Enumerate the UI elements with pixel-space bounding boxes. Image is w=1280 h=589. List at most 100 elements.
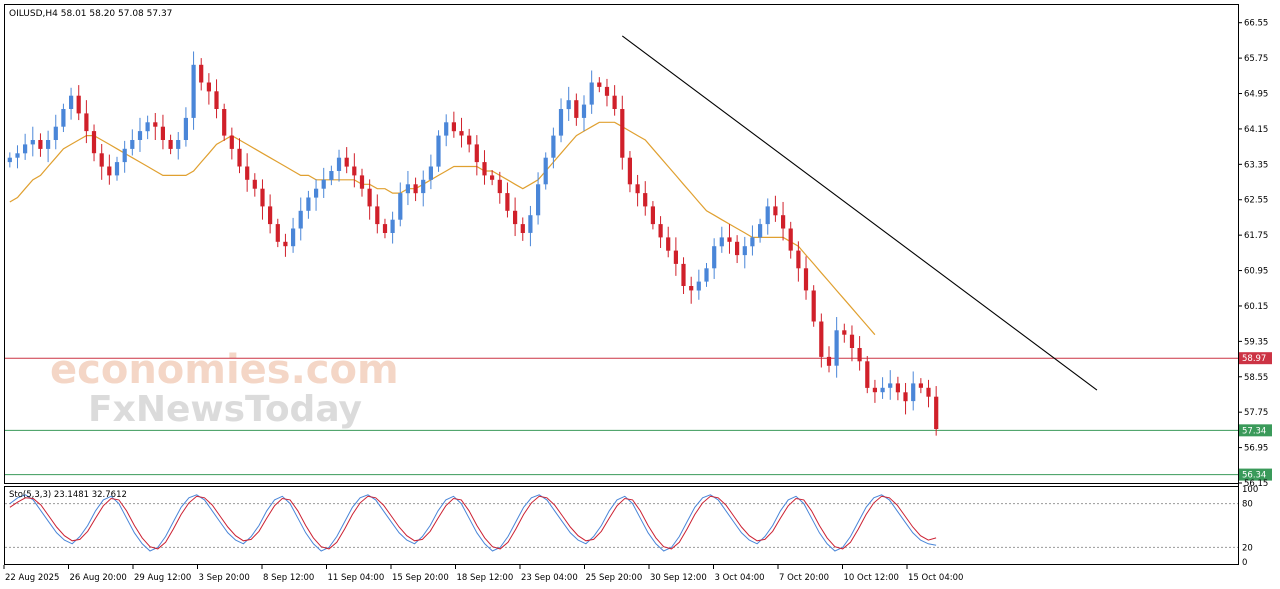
candle-body (405, 184, 410, 194)
level-label: 56.34 (1242, 471, 1266, 481)
candle-body (918, 383, 923, 388)
candle-body (245, 166, 250, 180)
candle-body (903, 392, 908, 402)
price-tick-label: 62.55 (1244, 196, 1268, 206)
candle-body (589, 82, 594, 105)
candle-body (176, 140, 181, 149)
candle-body (183, 117, 188, 140)
stoch-tick-label: 0 (1242, 558, 1247, 568)
candle-body (91, 131, 97, 154)
price-axis: 66.55 65.75 64.95 64.15 63.35 62.55 61.75 60.95… (1238, 19, 1268, 489)
candle-body (566, 100, 571, 110)
level-label: 57.34 (1242, 426, 1266, 436)
candle-body (436, 135, 441, 167)
candle-body (375, 206, 380, 225)
time-tick-label: 7 Oct 20:00 (779, 573, 829, 583)
candle-body (145, 122, 150, 132)
candle-body (23, 144, 28, 154)
candle-body (551, 135, 556, 158)
candle-body (612, 95, 617, 109)
candle-body (306, 197, 311, 211)
watermark-line2: FxNewsToday (88, 389, 362, 430)
candle-body (826, 356, 832, 366)
candle-body (69, 95, 74, 109)
candle-body (673, 250, 678, 264)
candle-body (635, 184, 640, 194)
trendline-group[interactable] (621, 35, 1098, 391)
stoch-label: Sto(5,3,3) 23.1481 32.7612 (9, 490, 127, 500)
candle-body (712, 246, 717, 269)
time-tick-label: 3 Oct 04:00 (715, 573, 765, 583)
candle-body (84, 113, 89, 132)
candle-body (53, 126, 58, 140)
time-tick-label: 15 Oct 04:00 (908, 573, 963, 583)
candle-body (114, 162, 120, 176)
symbol-header: OILUSD,H4 58.01 58.20 57.08 57.37 (9, 9, 172, 19)
candle-body (558, 109, 564, 136)
candle-body (505, 193, 510, 211)
candle-body (7, 157, 12, 163)
candle-body (704, 268, 709, 282)
candle-body (382, 224, 388, 233)
price-tick-label: 56.95 (1244, 444, 1268, 454)
candle-body (880, 387, 885, 393)
candle-body (620, 109, 625, 158)
candle-body (191, 64, 196, 118)
candle-body (359, 175, 365, 189)
candle-body (199, 64, 204, 83)
candle-body (872, 387, 877, 393)
time-tick-label: 8 Sep 12:00 (263, 573, 314, 583)
candle-body (137, 131, 143, 140)
candle-body (444, 122, 449, 136)
candle-body (367, 188, 372, 207)
price-tick-label: 64.15 (1244, 125, 1268, 135)
candle-body (15, 153, 20, 158)
candle-body (536, 184, 541, 216)
candle-body (122, 148, 127, 163)
candle-body (298, 210, 303, 229)
candle-body (719, 237, 724, 247)
candle-body (773, 206, 778, 216)
candle-body (650, 206, 655, 225)
time-tick-label: 18 Sep 12:00 (457, 573, 514, 583)
candle-body (76, 95, 81, 114)
candle-body (229, 135, 234, 149)
candle-body (750, 237, 755, 247)
candle-body (321, 179, 326, 189)
candle-body (421, 179, 426, 194)
price-tick-label: 64.95 (1244, 90, 1268, 100)
candle-body (857, 348, 862, 362)
candle-body (911, 383, 916, 402)
stochastic-panel: 100 80 20 0 (5, 485, 1258, 568)
stoch-tick-label: 80 (1242, 500, 1253, 510)
candle-body (689, 286, 694, 291)
price-tick-label: 60.95 (1244, 267, 1268, 277)
price-tick-label: 58.55 (1244, 373, 1268, 383)
candle-body (834, 330, 839, 366)
candle-body (275, 224, 280, 242)
price-tick-label: 66.55 (1244, 19, 1268, 29)
candle-body (314, 188, 319, 198)
candle-body (842, 330, 847, 335)
price-tick-label: 60.15 (1244, 302, 1268, 312)
stoch-series-line (9, 495, 937, 550)
candle-body (658, 224, 663, 238)
candle-body (796, 250, 801, 269)
candle-body (581, 104, 587, 118)
candle-body (214, 91, 219, 109)
candle-body (459, 131, 464, 136)
candle-body (811, 290, 816, 322)
candle-body (926, 387, 931, 397)
candle-body (398, 193, 403, 220)
candle-body (819, 321, 824, 357)
candle-body (206, 82, 211, 92)
candle-body (849, 334, 855, 348)
candle-body (666, 237, 671, 251)
level-badge (1239, 468, 1272, 481)
candle-body (788, 228, 793, 251)
candle-body (735, 241, 740, 256)
candle-body (168, 140, 173, 149)
time-tick-label: 30 Sep 12:00 (650, 573, 707, 583)
time-tick-label: 3 Sep 20:00 (199, 573, 250, 583)
